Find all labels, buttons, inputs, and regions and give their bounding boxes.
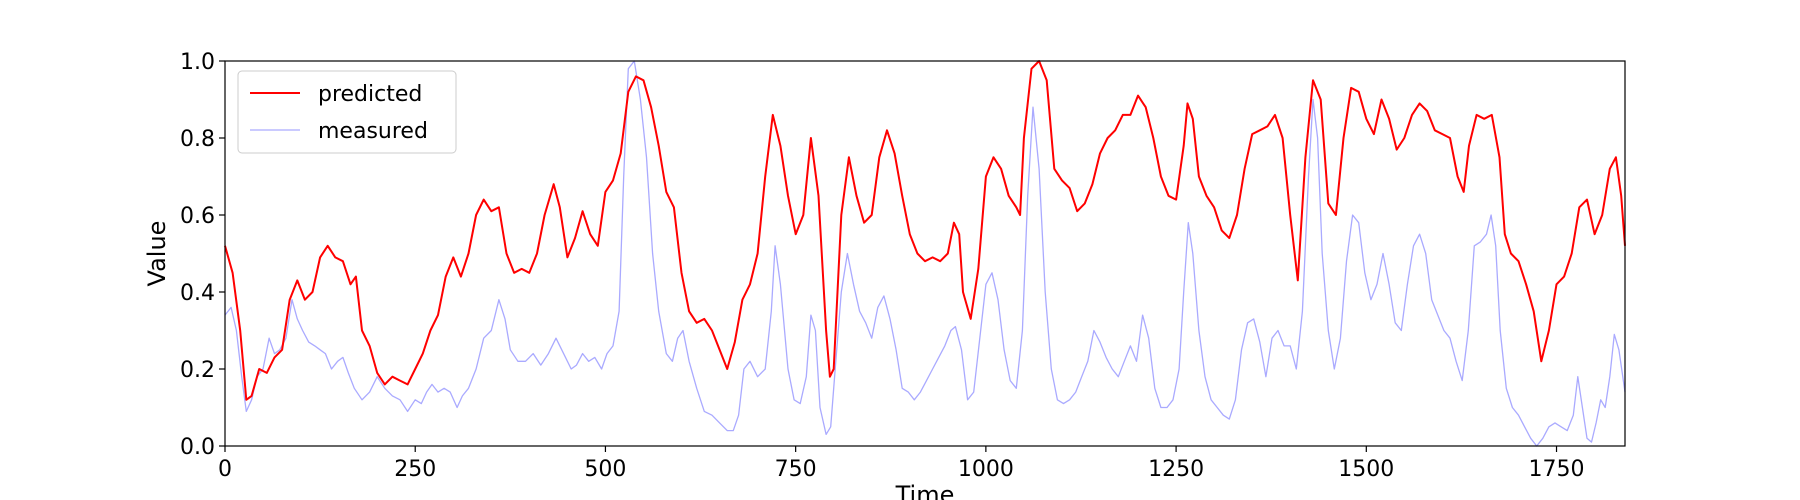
- x-tick-label: 1250: [1148, 457, 1204, 482]
- plot-frame: [224, 60, 1626, 447]
- x-tick-label: 1000: [958, 457, 1014, 482]
- x-tick-label: 750: [775, 457, 817, 482]
- y-tick-label: 0.2: [180, 358, 215, 383]
- y-axis: 0.0 0.2 0.4 0.6 0.8 1.0: [180, 50, 225, 460]
- x-tick-label: 1500: [1338, 457, 1394, 482]
- series-line-predicted: [224, 60, 1626, 401]
- x-tick-label: 1750: [1529, 457, 1585, 482]
- x-tick-label: 500: [584, 457, 626, 482]
- series-layer: [224, 60, 1626, 447]
- y-tick-label: 0.6: [180, 204, 215, 229]
- legend: predicted measured: [237, 70, 457, 154]
- y-tick-label: 0.4: [180, 281, 215, 306]
- legend-label-predicted: predicted: [318, 82, 422, 107]
- x-tick-label: 250: [394, 457, 436, 482]
- y-tick-label: 0.8: [180, 127, 215, 152]
- legend-label-measured: measured: [318, 119, 428, 144]
- x-tick-label: 0: [218, 457, 232, 482]
- x-axis: 0 250 500 750 1000 1250 1500 1750: [218, 446, 1585, 482]
- series-line-measured: [224, 60, 1626, 447]
- y-axis-label: Value: [143, 221, 171, 287]
- y-tick-label: 0.0: [180, 435, 215, 460]
- legend-box: [237, 70, 457, 154]
- y-tick-label: 1.0: [180, 50, 215, 75]
- x-axis-label: Time: [895, 481, 955, 500]
